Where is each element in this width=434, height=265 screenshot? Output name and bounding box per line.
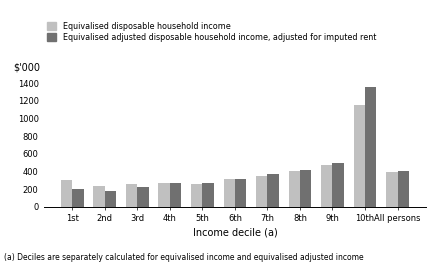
Bar [93, 186, 105, 207]
Bar [72, 189, 83, 207]
Bar [299, 170, 311, 207]
Text: (a) Deciles are separately calculated for equivalised income and equivalised adj: (a) Deciles are separately calculated fo… [4, 253, 363, 262]
Bar [158, 183, 169, 207]
Bar [126, 184, 137, 207]
Bar [256, 176, 267, 207]
Bar [288, 171, 299, 207]
X-axis label: Income decile (a): Income decile (a) [192, 228, 276, 237]
Bar [105, 191, 116, 207]
Bar [385, 172, 397, 207]
Bar [267, 174, 278, 207]
Bar [202, 183, 213, 207]
Text: $'000: $'000 [13, 63, 40, 73]
Bar [169, 183, 181, 207]
Bar [353, 105, 364, 207]
Bar [364, 87, 375, 207]
Bar [223, 179, 234, 207]
Bar [332, 163, 343, 207]
Bar [320, 165, 332, 207]
Bar [397, 171, 408, 207]
Bar [234, 179, 246, 207]
Legend: Equivalised disposable household income, Equivalised adjusted disposable househo: Equivalised disposable household income,… [43, 19, 378, 45]
Bar [137, 187, 148, 207]
Bar [191, 184, 202, 207]
Bar [61, 180, 72, 207]
